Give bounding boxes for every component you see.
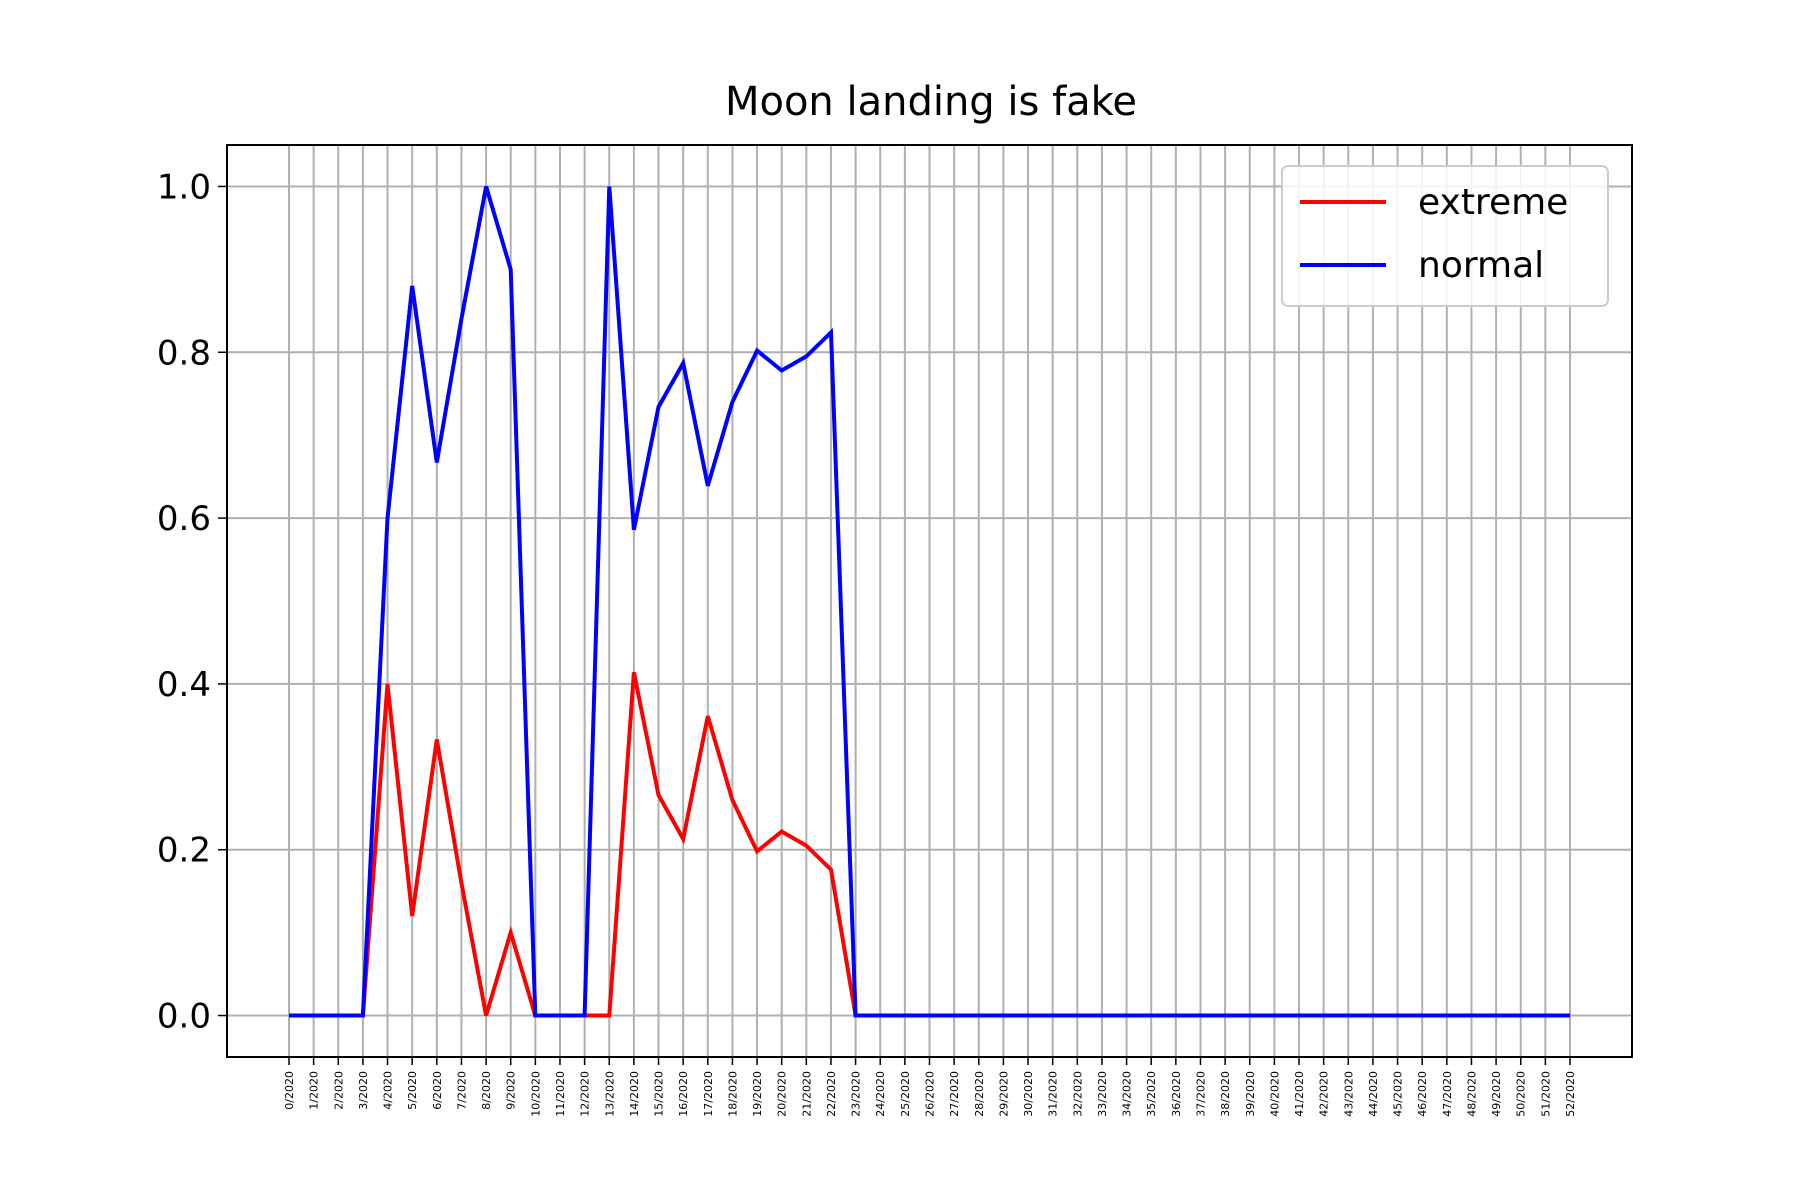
x-tick-label: 43/2020 <box>1342 1071 1355 1117</box>
x-tick-label: 13/2020 <box>603 1071 616 1117</box>
x-tick-label: 30/2020 <box>1022 1071 1035 1117</box>
x-tick-label: 38/2020 <box>1219 1071 1232 1117</box>
x-tick-label: 50/2020 <box>1515 1071 1528 1117</box>
x-tick-label: 29/2020 <box>997 1071 1010 1117</box>
x-tick-label: 28/2020 <box>973 1071 986 1117</box>
x-tick-label: 4/2020 <box>382 1071 395 1110</box>
x-tick-label: 22/2020 <box>825 1071 838 1117</box>
y-tick-label: 0.2 <box>157 831 211 871</box>
x-tick-label: 41/2020 <box>1293 1071 1306 1117</box>
x-tick-label: 26/2020 <box>924 1071 937 1117</box>
y-tick-label: 0.6 <box>157 499 211 539</box>
x-tick-label: 42/2020 <box>1318 1071 1331 1117</box>
x-tick-label: 12/2020 <box>579 1071 592 1117</box>
x-tick-label: 44/2020 <box>1367 1071 1380 1117</box>
x-tick-label: 16/2020 <box>677 1071 690 1117</box>
x-tick-label: 49/2020 <box>1490 1071 1503 1117</box>
x-tick-label: 24/2020 <box>874 1071 887 1117</box>
y-tick-label: 1.0 <box>157 167 211 207</box>
x-tick-label: 47/2020 <box>1441 1071 1454 1117</box>
grid-lines <box>227 145 1632 1057</box>
x-tick-label: 3/2020 <box>357 1071 370 1110</box>
series-line-normal <box>289 185 1570 1018</box>
x-tick-label: 15/2020 <box>653 1071 666 1117</box>
x-tick-label: 35/2020 <box>1145 1071 1158 1117</box>
chart-title: Moon landing is fake <box>725 79 1137 125</box>
x-tick-label: 21/2020 <box>800 1071 813 1117</box>
x-axis: 0/2020 1/2020 2/2020 3/2020 4/2020 5/2020 6/20… <box>283 1057 1577 1117</box>
y-tick-label: 0.4 <box>157 665 211 705</box>
y-tick-label: 0.8 <box>157 333 211 373</box>
x-tick-label: 6/2020 <box>431 1071 444 1110</box>
x-tick-label: 48/2020 <box>1465 1071 1478 1117</box>
y-tick-label: 0.0 <box>157 997 211 1037</box>
x-tick-label: 14/2020 <box>628 1071 641 1117</box>
x-tick-label: 1/2020 <box>308 1071 321 1110</box>
y-axis: 0.0 0.2 0.4 0.6 0.8 1.0 <box>157 167 227 1037</box>
series-layer <box>289 185 1570 1018</box>
x-tick-label: 36/2020 <box>1170 1071 1183 1117</box>
x-tick-label: 52/2020 <box>1564 1071 1577 1117</box>
x-tick-label: 10/2020 <box>529 1071 542 1117</box>
x-tick-label: 27/2020 <box>948 1071 961 1117</box>
x-tick-label: 37/2020 <box>1194 1071 1207 1117</box>
x-tick-label: 46/2020 <box>1416 1071 1429 1117</box>
x-tick-label: 8/2020 <box>480 1071 493 1110</box>
x-tick-label: 11/2020 <box>554 1071 567 1117</box>
x-tick-label: 19/2020 <box>751 1071 764 1117</box>
x-tick-label: 51/2020 <box>1539 1071 1552 1117</box>
x-tick-label: 32/2020 <box>1071 1071 1084 1117</box>
x-tick-label: 2/2020 <box>332 1071 345 1110</box>
x-tick-label: 7/2020 <box>455 1071 468 1110</box>
legend-label-extreme: extreme <box>1418 182 1568 223</box>
x-tick-label: 45/2020 <box>1392 1071 1405 1117</box>
x-tick-label: 23/2020 <box>850 1071 863 1117</box>
x-tick-label: 5/2020 <box>406 1071 419 1110</box>
x-tick-label: 20/2020 <box>776 1071 789 1117</box>
x-tick-label: 40/2020 <box>1268 1071 1281 1117</box>
x-tick-label: 9/2020 <box>505 1071 518 1110</box>
legend-label-normal: normal <box>1418 245 1544 286</box>
x-tick-label: 0/2020 <box>283 1071 296 1110</box>
x-tick-label: 25/2020 <box>899 1071 912 1117</box>
x-tick-label: 39/2020 <box>1244 1071 1257 1117</box>
x-tick-label: 33/2020 <box>1096 1071 1109 1117</box>
x-tick-label: 18/2020 <box>726 1071 739 1117</box>
legend: extreme normal <box>1281 165 1609 307</box>
x-tick-label: 31/2020 <box>1047 1071 1060 1117</box>
x-tick-label: 34/2020 <box>1121 1071 1134 1117</box>
x-tick-label: 17/2020 <box>702 1071 715 1117</box>
